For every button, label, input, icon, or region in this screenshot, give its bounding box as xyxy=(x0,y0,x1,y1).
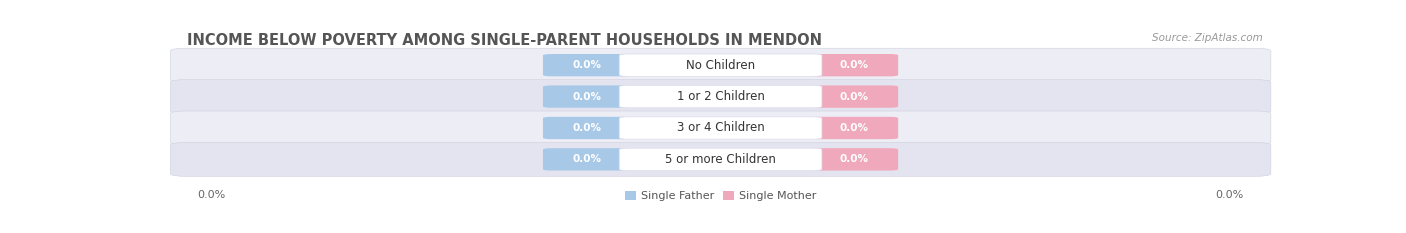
Text: 0.0%: 0.0% xyxy=(839,60,869,70)
FancyBboxPatch shape xyxy=(543,86,631,108)
Text: 0.0%: 0.0% xyxy=(1215,190,1244,200)
FancyBboxPatch shape xyxy=(543,54,631,76)
FancyBboxPatch shape xyxy=(810,117,898,139)
FancyBboxPatch shape xyxy=(170,80,1271,113)
Text: 5 or more Children: 5 or more Children xyxy=(665,153,776,166)
FancyBboxPatch shape xyxy=(810,86,898,108)
Text: INCOME BELOW POVERTY AMONG SINGLE-PARENT HOUSEHOLDS IN MENDON: INCOME BELOW POVERTY AMONG SINGLE-PARENT… xyxy=(187,33,821,48)
FancyBboxPatch shape xyxy=(619,117,823,139)
Text: 0.0%: 0.0% xyxy=(572,92,602,102)
FancyBboxPatch shape xyxy=(170,111,1271,145)
Text: 3 or 4 Children: 3 or 4 Children xyxy=(676,121,765,134)
Text: 0.0%: 0.0% xyxy=(572,60,602,70)
FancyBboxPatch shape xyxy=(170,48,1271,82)
FancyBboxPatch shape xyxy=(619,148,823,171)
Text: 0.0%: 0.0% xyxy=(839,123,869,133)
FancyBboxPatch shape xyxy=(810,54,898,76)
FancyBboxPatch shape xyxy=(619,54,823,76)
Text: 0.0%: 0.0% xyxy=(839,92,869,102)
FancyBboxPatch shape xyxy=(810,148,898,171)
Legend: Single Father, Single Mother: Single Father, Single Mother xyxy=(621,186,820,206)
Text: 0.0%: 0.0% xyxy=(572,154,602,164)
Text: 0.0%: 0.0% xyxy=(572,123,602,133)
Text: Source: ZipAtlas.com: Source: ZipAtlas.com xyxy=(1153,33,1263,43)
Text: 1 or 2 Children: 1 or 2 Children xyxy=(676,90,765,103)
FancyBboxPatch shape xyxy=(619,86,823,108)
Text: No Children: No Children xyxy=(686,59,755,72)
FancyBboxPatch shape xyxy=(543,117,631,139)
Text: 0.0%: 0.0% xyxy=(197,190,226,200)
FancyBboxPatch shape xyxy=(543,148,631,171)
Text: 0.0%: 0.0% xyxy=(839,154,869,164)
FancyBboxPatch shape xyxy=(170,142,1271,176)
